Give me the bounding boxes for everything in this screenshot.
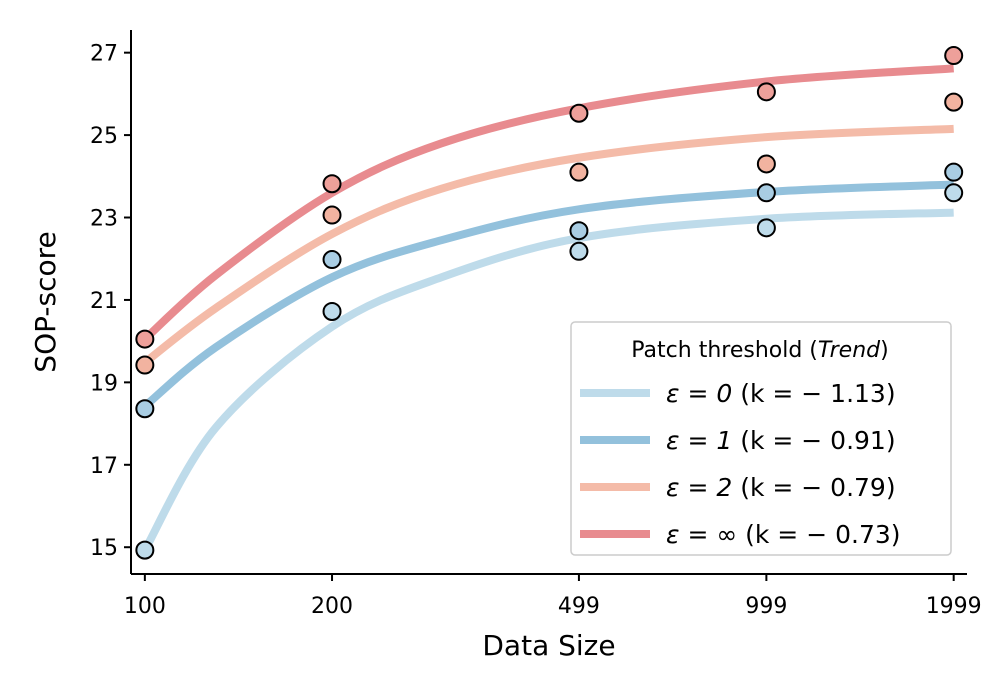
data-point-s1-p1	[322, 250, 342, 270]
legend-title: Patch threshold (Trend)	[631, 338, 888, 363]
y-tick-label-6: 27	[90, 42, 118, 67]
legend-k-0: (k = − 1.13)	[732, 379, 895, 408]
y-tick-label-2: 19	[90, 371, 118, 396]
data-point-s2-p3	[756, 154, 776, 174]
legend-eps-1: ε = 1	[666, 426, 732, 455]
data-point-s3-p1	[322, 174, 342, 194]
x-tick-label-4: 1999	[926, 594, 982, 619]
x-tick-label-3: 999	[745, 594, 787, 619]
data-point-s0-p2	[569, 241, 589, 261]
x-tick-label-1: 200	[311, 594, 353, 619]
data-point-s3-p3	[756, 82, 776, 102]
y-tick-label-5: 25	[90, 124, 118, 149]
data-point-s3-p0	[135, 329, 155, 349]
legend-title-emph: Trend	[818, 338, 881, 363]
data-point-s1-p4	[944, 162, 964, 182]
x-axis-title: Data Size	[482, 629, 615, 662]
data-point-s3-p4	[944, 46, 964, 66]
trend-line-2	[142, 124, 954, 366]
data-point-s2-p0	[135, 355, 155, 375]
legend-label-1: ε = 1 (k = − 0.91)	[666, 426, 896, 455]
y-tick-label-3: 21	[90, 289, 118, 314]
y-tick-label-0: 15	[90, 536, 118, 561]
legend-label-2: ε = 2 (k = − 0.79)	[666, 473, 896, 502]
legend-entries: ε = 0 (k = − 1.13)ε = 1 (k = − 0.91)ε = …	[580, 379, 901, 549]
legend: Patch threshold (Trend) ε = 0 (k = − 1.1…	[570, 321, 952, 556]
x-tick-label-2: 499	[558, 594, 600, 619]
trend-line-0	[141, 208, 954, 553]
data-point-s0-p1	[322, 301, 342, 321]
legend-label-3: ε = ∞ (k = − 0.73)	[666, 520, 901, 549]
legend-title-prefix: Patch threshold (	[631, 338, 818, 363]
legend-k-1: (k = − 0.91)	[732, 426, 895, 455]
legend-box	[570, 321, 952, 556]
x-ticks: 100 200 499 999 1999	[124, 574, 982, 619]
data-point-s1-p2	[569, 221, 589, 241]
legend-k-3: (k = − 0.73)	[737, 520, 900, 549]
data-point-s0-p4	[944, 183, 964, 203]
data-points	[135, 46, 964, 560]
data-point-s0-p0	[135, 540, 155, 560]
legend-eps-2: ε = 2	[666, 473, 732, 502]
y-ticks: 15 17 19 21 23 25 27	[90, 42, 131, 561]
data-point-s3-p2	[569, 103, 589, 123]
data-point-s2-p1	[322, 205, 342, 225]
y-tick-label-1: 17	[90, 454, 118, 479]
data-point-s2-p4	[944, 92, 964, 112]
data-point-s1-p0	[135, 399, 155, 419]
data-point-s1-p3	[756, 183, 776, 203]
x-tick-label-0: 100	[124, 594, 166, 619]
data-point-s0-p3	[756, 218, 776, 238]
legend-label-0: ε = 0 (k = − 1.13)	[666, 379, 896, 408]
legend-eps-3: ε = ∞	[666, 520, 737, 549]
data-point-s2-p2	[569, 162, 589, 182]
legend-title-suffix: )	[880, 338, 889, 363]
legend-k-2: (k = − 0.79)	[732, 473, 895, 502]
trend-line-3	[142, 64, 954, 343]
legend-eps-0: ε = 0	[666, 379, 732, 408]
y-tick-label-4: 23	[90, 207, 118, 232]
trend-lines	[141, 64, 954, 553]
y-axis-title: SOP-score	[29, 231, 62, 372]
trend-line-1	[142, 180, 954, 410]
